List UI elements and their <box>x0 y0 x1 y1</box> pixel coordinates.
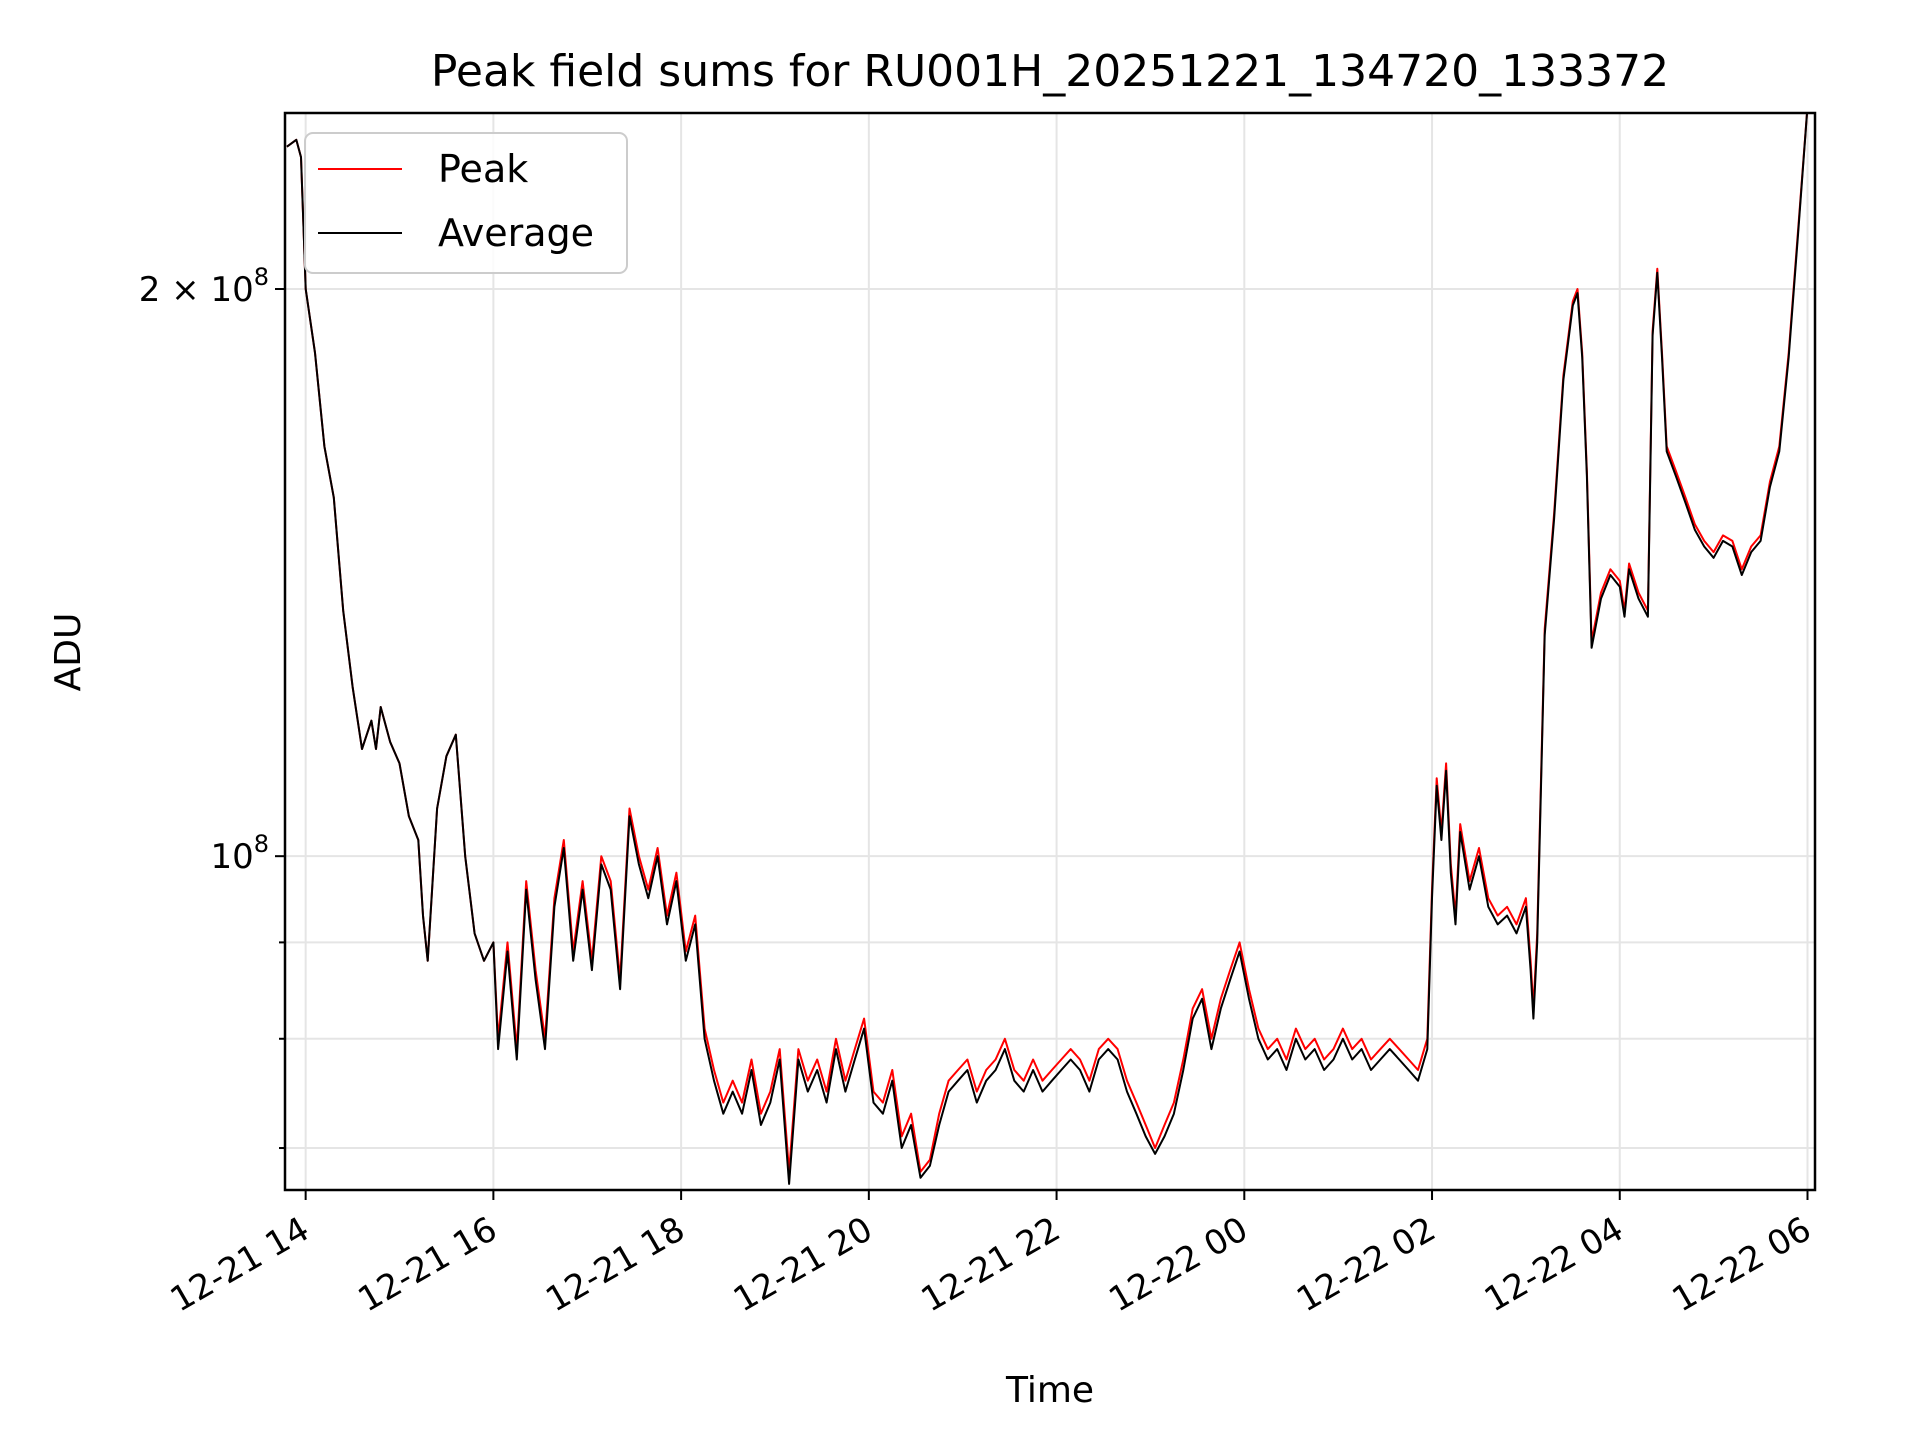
x-tick-label: 12-22 02 <box>1290 1209 1442 1320</box>
axis-ticks: 12-21 14 12-21 16 12-21 18 12-21 20 12-21 22… <box>139 263 1818 1320</box>
legend: Peak Average <box>304 132 628 274</box>
series-layer <box>286 113 1809 1185</box>
x-tick-label: 12-21 14 <box>164 1209 316 1320</box>
chart-title: Peak field sums for RU001H_20251221_1347… <box>431 46 1669 97</box>
y-tick-label: 2 × 108 <box>139 263 269 310</box>
x-tick-label: 12-21 18 <box>539 1209 691 1320</box>
x-tick-label: 12-21 22 <box>915 1209 1067 1320</box>
legend-label-peak: Peak <box>438 147 528 191</box>
y-tick-label: 108 <box>210 830 269 877</box>
x-tick-label: 12-22 04 <box>1478 1209 1630 1320</box>
legend-label-average: Average <box>438 211 594 255</box>
grid <box>285 113 1815 1190</box>
x-tick-label: 12-22 00 <box>1102 1209 1254 1320</box>
series-line-average <box>286 113 1809 1185</box>
x-tick-label: 12-22 06 <box>1666 1209 1818 1320</box>
plot-frame <box>283 111 1817 1192</box>
x-tick-label: 12-21 16 <box>351 1209 503 1320</box>
x-tick-label: 12-21 20 <box>727 1209 879 1320</box>
y-axis-label: ADU <box>48 613 89 692</box>
x-axis-label: Time <box>1005 1370 1094 1411</box>
